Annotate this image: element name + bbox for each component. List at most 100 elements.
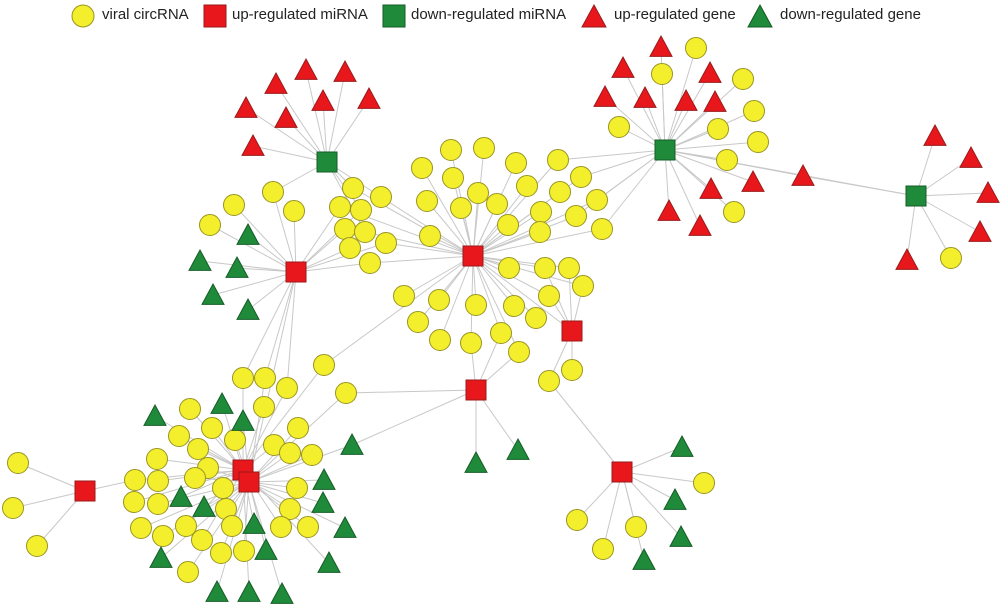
circrna-node xyxy=(685,37,707,59)
edge xyxy=(295,242,387,273)
up-regulated-gene-node xyxy=(593,84,617,107)
down-regulated-gene-node xyxy=(670,434,694,457)
circrna-node xyxy=(147,493,169,515)
legend-label: viral circRNA xyxy=(102,6,189,23)
circrna-node xyxy=(233,540,255,562)
edge xyxy=(472,255,584,287)
down-regulated-gene-node xyxy=(333,515,357,538)
circrna-node xyxy=(547,149,569,171)
up-regulated-gene-node xyxy=(976,180,1000,203)
up-regulated-gene-node xyxy=(241,133,265,156)
up-regulated-gene-node xyxy=(311,88,335,111)
circrna-node xyxy=(572,275,594,297)
circrna-node xyxy=(651,63,673,85)
edge xyxy=(233,204,297,273)
edge xyxy=(385,242,474,257)
circrna-node xyxy=(212,477,234,499)
edge xyxy=(326,71,346,163)
circrna-node xyxy=(490,322,512,344)
legend-label: down-regulated miRNA xyxy=(411,6,567,23)
circrna-node xyxy=(407,311,429,333)
circrna-node xyxy=(707,118,729,140)
legend-item-viral-circrna: viral circRNA xyxy=(70,3,210,28)
edge xyxy=(664,78,744,151)
up-regulated-gene-node xyxy=(294,57,318,80)
circrna-node xyxy=(450,197,472,219)
edge xyxy=(421,167,474,257)
down-regulated-gene-node xyxy=(236,297,260,320)
up-regulated-mirna-node xyxy=(611,461,633,483)
circrna-node xyxy=(486,193,508,215)
circrna-node xyxy=(565,205,587,227)
legend-item-down-mirna: down-regulated miRNA xyxy=(381,3,581,28)
up-regulated-mirna-node xyxy=(238,471,260,493)
down-regulated-gene-node xyxy=(236,222,260,245)
circrna-node xyxy=(440,139,462,161)
circrna-node xyxy=(287,417,309,439)
circrna-node xyxy=(232,367,254,389)
edge xyxy=(621,471,682,538)
circrna-node xyxy=(558,257,580,279)
edge xyxy=(664,47,697,151)
green-square-icon xyxy=(382,4,406,28)
edge xyxy=(17,462,86,492)
edge xyxy=(286,271,297,389)
edge xyxy=(664,149,754,183)
down-regulated-gene-node xyxy=(231,408,255,431)
down-regulated-gene-node xyxy=(210,391,234,414)
up-regulated-gene-node xyxy=(264,71,288,94)
edge xyxy=(248,444,353,483)
circrna-node xyxy=(608,116,630,138)
legend-item-up-mirna: up-regulated miRNA xyxy=(202,3,382,28)
circrna-node xyxy=(224,429,246,451)
down-regulated-gene-node xyxy=(663,487,687,510)
down-regulated-gene-node xyxy=(143,403,167,426)
edge xyxy=(248,481,324,504)
circrna-node xyxy=(7,452,29,474)
circrna-node xyxy=(329,196,351,218)
down-regulated-gene-node xyxy=(632,547,656,570)
up-regulated-gene-node xyxy=(895,247,919,270)
circrna-node xyxy=(743,100,765,122)
edge xyxy=(242,387,288,471)
circrna-node xyxy=(561,359,583,381)
edge xyxy=(602,471,623,550)
circrna-node xyxy=(591,218,613,240)
circrna-node xyxy=(429,329,451,351)
circrna-node xyxy=(723,201,745,223)
edge xyxy=(272,191,297,273)
legend-label: up-regulated miRNA xyxy=(232,6,368,23)
circrna-node xyxy=(503,295,525,317)
circrna-node xyxy=(534,257,556,279)
circrna-node xyxy=(516,175,538,197)
up-regulated-gene-node xyxy=(959,145,983,168)
edge xyxy=(295,206,341,273)
circrna-node xyxy=(498,257,520,279)
circrna-node xyxy=(286,477,308,499)
circrna-node xyxy=(152,525,174,547)
circrna-node xyxy=(221,515,243,537)
circrna-node xyxy=(419,225,441,247)
edge xyxy=(915,195,981,233)
circrna-node xyxy=(467,182,489,204)
circrna-node xyxy=(279,498,301,520)
circrna-node xyxy=(538,285,560,307)
edge xyxy=(601,149,666,230)
edge xyxy=(915,192,989,197)
circrna-node xyxy=(199,214,221,236)
edge xyxy=(351,389,477,446)
circrna-node xyxy=(313,354,335,376)
edge xyxy=(472,159,559,257)
down-regulated-gene-node xyxy=(225,255,249,278)
circrna-node xyxy=(350,199,372,221)
up-regulated-mirna-node xyxy=(285,261,307,283)
edge xyxy=(621,471,705,484)
down-regulated-gene-node xyxy=(254,537,278,560)
down-regulated-gene-node xyxy=(188,248,212,271)
circrna-node xyxy=(411,157,433,179)
edge xyxy=(622,67,666,151)
circrna-node xyxy=(184,467,206,489)
circrna-node xyxy=(525,307,547,329)
circrna-node xyxy=(375,232,397,254)
